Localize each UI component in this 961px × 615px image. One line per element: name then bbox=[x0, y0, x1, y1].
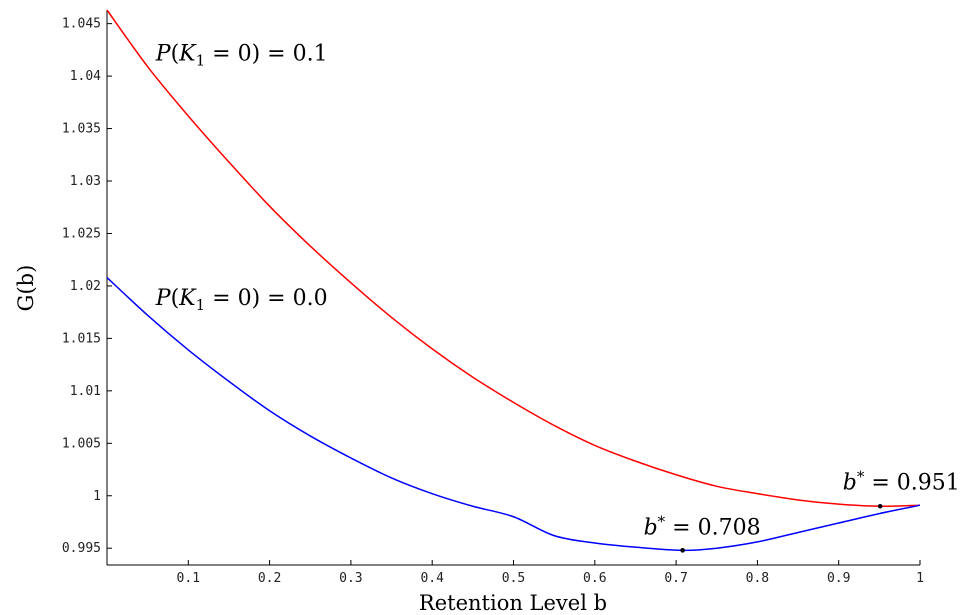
label-bstar-blue: b* = 0.708 bbox=[644, 513, 761, 541]
label-bstar-red: b* = 0.951 bbox=[843, 467, 960, 495]
x-tick-label: 0.9 bbox=[827, 571, 850, 586]
x-tick-label: 0.3 bbox=[339, 571, 362, 586]
x-tick-label: 0.6 bbox=[583, 571, 606, 586]
y-tick-label: 1.045 bbox=[62, 17, 101, 32]
x-tick-label: 0.2 bbox=[258, 571, 281, 586]
y-tick-label: 1 bbox=[93, 489, 101, 504]
series-line-0 bbox=[106, 9, 921, 508]
x-axis-title: Retention Level b bbox=[419, 591, 607, 615]
y-tick-label: 1.03 bbox=[70, 174, 101, 189]
x-tick-label: 0.1 bbox=[177, 571, 200, 586]
y-tick-label: 1.015 bbox=[62, 331, 101, 346]
series-layer bbox=[106, 9, 921, 553]
x-tick-label: 0.7 bbox=[664, 571, 687, 586]
y-tick-label: 1.01 bbox=[70, 384, 101, 399]
x-tick-label: 0.8 bbox=[746, 571, 769, 586]
y-axis-ticks: 0.995 1 1.005 1.01 1.015 1.02 1.025 1.03 1.035 1.… bbox=[62, 17, 112, 556]
x-tick-label: 0.5 bbox=[502, 571, 525, 586]
y-axis-title: G(b) bbox=[14, 265, 38, 312]
x-tick-label: 0.4 bbox=[420, 571, 444, 586]
label-blue: P(K1 = 0) = 0.0 bbox=[155, 286, 328, 314]
optimum-point-0 bbox=[877, 503, 883, 509]
x-tick-label: 1 bbox=[916, 571, 924, 586]
series-line-1 bbox=[106, 276, 921, 552]
y-tick-label: 1.035 bbox=[62, 122, 101, 137]
annotation-layer: P(K1 = 0) = 0.1 P(K1 = 0) = 0.0 b* = 0.951… bbox=[155, 41, 960, 540]
y-tick-label: 1.04 bbox=[70, 69, 101, 84]
y-tick-label: 1.025 bbox=[62, 226, 101, 241]
y-tick-label: 1.02 bbox=[70, 279, 101, 294]
x-axis-ticks: 0.1 0.2 0.3 0.4 0.5 0.6 0.7 0.8 0.9 1 bbox=[177, 560, 924, 586]
y-tick-label: 1.005 bbox=[62, 436, 101, 451]
y-tick-label: 0.995 bbox=[62, 541, 101, 556]
plot-area: 0.995 1 1.005 1.01 1.015 1.02 1.025 1.03 1.035 1.… bbox=[62, 9, 960, 586]
optimum-point-1 bbox=[680, 548, 685, 553]
label-red: P(K1 = 0) = 0.1 bbox=[155, 41, 328, 69]
